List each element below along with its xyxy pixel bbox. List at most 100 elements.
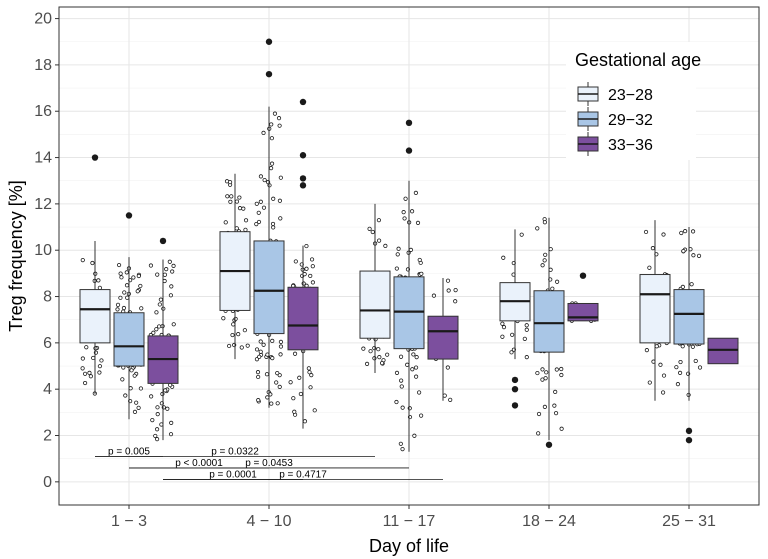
jitter-point xyxy=(132,409,138,414)
jitter-point xyxy=(225,194,230,199)
jitter-point xyxy=(399,378,404,383)
p-value-label: p = 0.0001 xyxy=(209,470,257,481)
y-tick-label: 0 xyxy=(43,474,52,491)
jitter-point xyxy=(559,426,564,431)
jitter-point xyxy=(376,238,382,243)
outlier-point xyxy=(579,272,587,279)
jitter-point xyxy=(308,273,313,279)
jitter-point xyxy=(237,195,242,200)
outlier-point xyxy=(511,385,519,393)
box-33−36-18 − 24 xyxy=(567,272,599,322)
jitter-point xyxy=(309,373,314,378)
jitter-point xyxy=(683,229,688,234)
jitter-point xyxy=(654,344,659,349)
jitter-point xyxy=(361,346,366,351)
jitter-point xyxy=(257,354,262,359)
jitter-point xyxy=(80,366,85,371)
jitter-point xyxy=(308,385,313,390)
jitter-point xyxy=(448,397,453,402)
p-value-label: p = 0.005 xyxy=(108,446,150,457)
jitter-point xyxy=(693,358,698,364)
jitter-point xyxy=(385,352,390,357)
box-body xyxy=(427,315,459,360)
outlier-point xyxy=(685,436,693,444)
jitter-point xyxy=(293,259,298,264)
jitter-point xyxy=(661,373,667,378)
jitter-point xyxy=(364,361,370,366)
box-33−36-4 − 10 xyxy=(287,98,319,429)
jitter-point xyxy=(163,388,168,393)
jitter-point xyxy=(154,437,160,442)
box-23−28-1 − 3 xyxy=(79,154,111,394)
jitter-point xyxy=(536,431,541,436)
outlier-point xyxy=(511,376,519,384)
jitter-point xyxy=(148,263,154,268)
jitter-point xyxy=(394,370,400,375)
jitter-point xyxy=(298,391,303,397)
jitter-point xyxy=(367,226,372,231)
outlier-point xyxy=(265,70,273,78)
jitter-point xyxy=(228,199,233,204)
jitter-point xyxy=(261,205,267,210)
legend-item-29−32: 29−32 xyxy=(577,107,653,131)
y-tick-label: 16 xyxy=(34,103,52,120)
jitter-point xyxy=(689,282,694,287)
jitter-point xyxy=(278,339,284,344)
jitter-point xyxy=(524,323,529,328)
jitter-point xyxy=(80,257,85,263)
jitter-point xyxy=(306,366,311,371)
jitter-point xyxy=(524,327,529,332)
jitter-point xyxy=(540,367,545,372)
p-value-label: p < 0.0001 xyxy=(175,458,223,469)
jitter-point xyxy=(402,216,407,221)
jitter-point xyxy=(536,411,542,417)
legend-item-23−28: 23−28 xyxy=(577,82,653,106)
jitter-point xyxy=(154,310,159,315)
outlier-point xyxy=(125,212,133,219)
jitter-point xyxy=(118,271,123,276)
jitter-point xyxy=(256,374,261,380)
y-tick-label: 20 xyxy=(34,11,52,28)
jitter-point xyxy=(288,380,293,385)
jitter-point xyxy=(138,386,143,391)
jitter-point xyxy=(413,374,419,379)
x-tick-label: 1 − 3 xyxy=(111,513,147,530)
jitter-point xyxy=(679,230,684,236)
jitter-point xyxy=(243,227,248,232)
jitter-point xyxy=(256,210,261,215)
legend-label: 23−28 xyxy=(608,87,653,104)
jitter-point xyxy=(399,384,404,389)
jitter-point xyxy=(509,350,514,355)
box-23−28-4 − 10 xyxy=(219,173,251,360)
jitter-point xyxy=(245,343,250,348)
jitter-point xyxy=(82,380,88,386)
jitter-point xyxy=(255,370,261,375)
outlier-point xyxy=(299,182,307,189)
jitter-point xyxy=(270,221,276,227)
jitter-point xyxy=(269,401,274,406)
jitter-point xyxy=(131,275,136,280)
jitter-point xyxy=(139,306,144,311)
jitter-point xyxy=(121,305,127,311)
outlier-point xyxy=(685,427,693,435)
jitter-point xyxy=(291,396,296,401)
y-tick-label: 10 xyxy=(34,242,52,259)
box-body xyxy=(707,337,739,365)
jitter-point xyxy=(297,375,302,380)
jitter-point xyxy=(221,316,226,321)
jitter-point xyxy=(644,348,649,353)
jitter-point xyxy=(543,252,548,257)
jitter-point xyxy=(368,349,373,354)
jitter-point xyxy=(510,332,515,337)
jitter-point xyxy=(543,376,548,381)
box-33−36-25 − 31 xyxy=(707,337,739,365)
jitter-point xyxy=(292,351,298,356)
jitter-point xyxy=(230,332,235,338)
jitter-point xyxy=(650,246,655,251)
jitter-point xyxy=(661,232,666,237)
box-29−32-4 − 10 xyxy=(253,38,285,408)
jitter-point xyxy=(138,283,143,289)
jitter-point xyxy=(678,359,683,365)
